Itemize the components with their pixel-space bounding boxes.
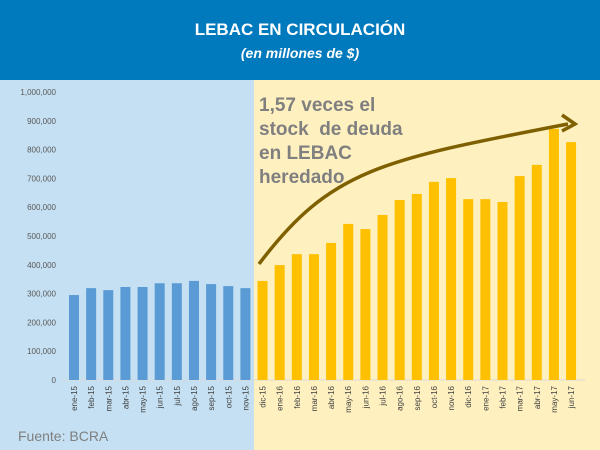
bar-feb-15 (86, 288, 97, 380)
y-tick-label: 600,000 (27, 203, 56, 212)
bar-nov-16 (446, 178, 457, 380)
x-tick-label: may-16 (344, 385, 353, 412)
annotation-text: 1,57 veces el stock de deuda en LEBAC he… (259, 95, 403, 188)
bar-may-16 (343, 223, 354, 380)
bar-jun-15 (154, 283, 165, 380)
header: LEBAC EN CIRCULACIÓN (en millones de $) (0, 0, 600, 80)
y-tick-label: 400,000 (27, 261, 56, 270)
x-tick-label: nov-15 (241, 385, 250, 410)
bar-abr-15 (120, 286, 131, 380)
bar-ene-16 (274, 265, 285, 380)
trend-arrow-line (257, 122, 569, 266)
bar-abr-17 (531, 164, 542, 380)
x-tick-label: ago-15 (190, 385, 199, 410)
y-tick-label: 1,000,000 (20, 88, 56, 97)
x-tick-label: jun-16 (361, 385, 370, 409)
x-tick-label: may-17 (550, 385, 559, 412)
x-tick-label: oct-15 (224, 385, 233, 408)
x-tick-label: jun-15 (156, 385, 165, 409)
x-tick-label: mar-17 (516, 385, 525, 411)
bar-dic-16 (463, 199, 474, 380)
x-tick-label: feb-17 (499, 385, 508, 408)
bar-nov-15 (240, 288, 251, 380)
bar-sep-16 (411, 193, 422, 380)
y-tick-label: 900,000 (27, 117, 56, 126)
bar-may-15 (137, 286, 148, 380)
bar-mar-16 (308, 254, 319, 380)
x-tick-label: dic-16 (464, 385, 473, 407)
bar-mar-17 (514, 176, 525, 380)
chart-subtitle: (en millones de $) (240, 45, 360, 61)
arrow-head-icon (561, 113, 579, 133)
x-tick-label: jun-17 (567, 385, 576, 409)
x-tick-label: ago-16 (396, 385, 405, 410)
chart-title: LEBAC EN CIRCULACIÓN (194, 20, 406, 39)
x-tick-label: mar-15 (104, 385, 113, 411)
x-tick-label: dic-15 (259, 385, 268, 407)
x-tick-label: sep-16 (413, 385, 422, 410)
x-tick-label: oct-16 (430, 385, 439, 408)
x-tick-label: ene-17 (481, 385, 490, 410)
chart: 0 100,000 200,000 300,000 400,000 500,000 600,… (20, 80, 600, 450)
bar-oct-16 (428, 181, 439, 380)
bar-feb-16 (291, 254, 302, 380)
bar-abr-16 (326, 242, 337, 380)
x-tick-label: sep-15 (207, 385, 216, 410)
y-tick-label: 0 (52, 376, 57, 385)
bar-dic-15 (257, 280, 268, 380)
x-tick-label: abr-15 (121, 385, 130, 409)
bar-feb-17 (497, 202, 508, 380)
x-tick-label: may-15 (139, 385, 148, 412)
x-tick-label: mar-16 (310, 385, 319, 411)
x-tick-label: feb-15 (87, 385, 96, 408)
bar-jun-16 (360, 229, 371, 380)
x-tick-label: nov-16 (447, 385, 456, 410)
bar-mar-15 (103, 290, 114, 380)
x-tick-label: ene-15 (70, 385, 79, 410)
source-note: Fuente: BCRA (18, 428, 109, 444)
bar-ago-16 (394, 200, 405, 380)
bar-jul-15 (171, 283, 182, 380)
y-tick-label: 100,000 (27, 347, 56, 356)
x-tick-label: ene-16 (276, 385, 285, 410)
x-tick-label: abr-16 (327, 385, 336, 409)
bar-may-17 (548, 128, 559, 380)
bar-jun-17 (566, 142, 577, 380)
y-tick-label: 300,000 (27, 290, 56, 299)
bar-ene-15 (69, 295, 79, 380)
x-tick-label: abr-17 (533, 385, 542, 409)
x-tick-label: jul-16 (379, 385, 388, 406)
x-tick-label: jul-15 (173, 385, 182, 406)
bar-oct-15 (223, 286, 234, 380)
bar-jul-16 (377, 214, 388, 380)
bar-sep-15 (206, 284, 217, 380)
bar-ago-15 (188, 280, 199, 380)
bar-ene-17 (480, 199, 491, 380)
y-tick-label: 500,000 (27, 232, 56, 241)
y-tick-label: 700,000 (27, 174, 56, 183)
x-tick-label: feb-16 (293, 385, 302, 408)
y-tick-label: 200,000 (27, 318, 56, 327)
y-tick-label: 800,000 (27, 146, 56, 155)
